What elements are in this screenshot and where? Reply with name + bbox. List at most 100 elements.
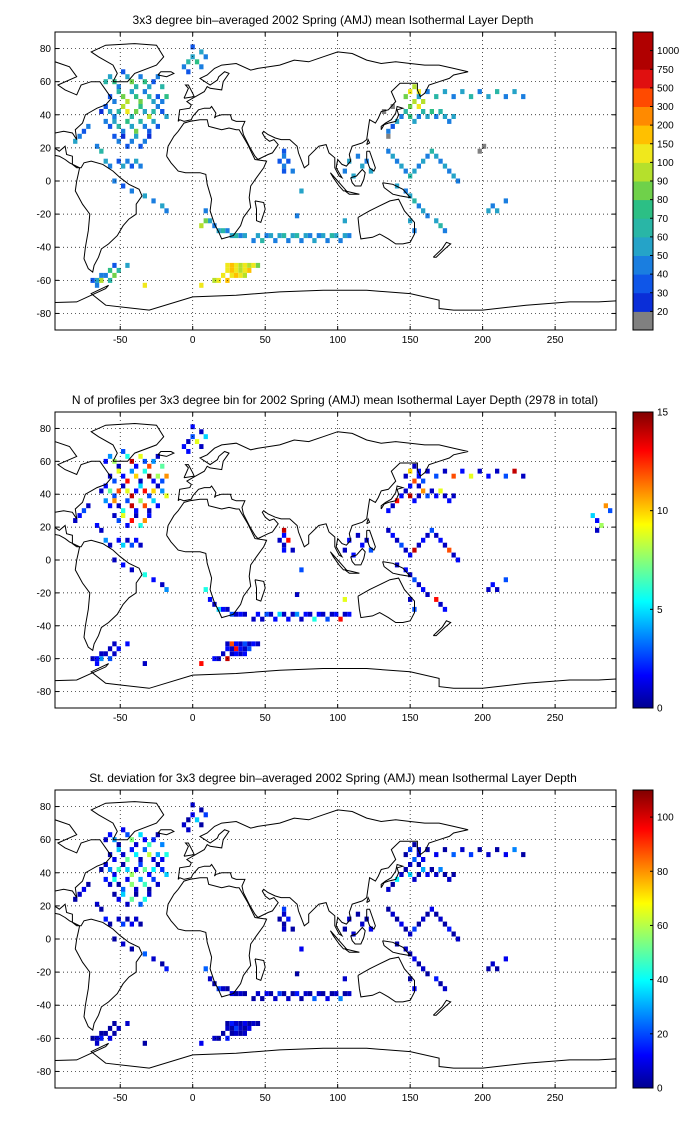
data-cell (155, 74, 160, 80)
data-cell (116, 503, 121, 509)
data-cell (390, 911, 395, 917)
colorbar-tick-label: 40 (657, 975, 669, 986)
data-cell (138, 104, 143, 109)
data-cell (421, 478, 426, 484)
data-cell (129, 163, 134, 169)
data-cell (107, 1025, 113, 1031)
data-cell (312, 996, 317, 1002)
data-cell (90, 277, 95, 283)
data-cell (134, 852, 139, 858)
data-cell (147, 891, 152, 897)
data-cell (286, 996, 291, 1002)
data-cell (147, 886, 152, 892)
data-cell (247, 1025, 252, 1031)
data-cell (268, 233, 274, 239)
data-cell (338, 238, 343, 244)
data-cell (138, 478, 143, 484)
data-cell (94, 661, 100, 666)
data-cell (138, 143, 143, 149)
data-cell (81, 508, 87, 514)
y-tick-label: -20 (37, 968, 52, 979)
data-cell (155, 94, 160, 100)
data-cell (155, 503, 160, 509)
data-cell (447, 876, 452, 882)
coastline-segment (157, 451, 176, 457)
data-cell (347, 916, 352, 922)
data-cell (486, 587, 491, 592)
y-tick-label: 0 (45, 556, 51, 567)
data-cell (442, 847, 448, 853)
data-cell (412, 478, 417, 484)
data-cell (277, 991, 282, 997)
data-cell (312, 616, 317, 622)
data-cell (134, 94, 139, 100)
data-cell (121, 562, 126, 568)
colorbar-tick-label: 80 (657, 195, 669, 206)
data-cell (90, 1035, 95, 1041)
data-cell (164, 114, 169, 119)
y-tick-label: 60 (40, 457, 52, 468)
data-cell (103, 876, 108, 882)
data-cell (160, 99, 165, 104)
data-cell (234, 991, 239, 997)
data-cell (390, 503, 395, 509)
y-tick-label: 40 (40, 490, 52, 501)
data-cell (408, 552, 413, 558)
data-cell (451, 872, 456, 877)
data-cell (160, 84, 165, 90)
data-cell (334, 991, 339, 997)
data-cell (438, 488, 443, 494)
data-cell (125, 901, 130, 907)
data-cell (238, 1025, 243, 1031)
data-cell (403, 94, 408, 100)
data-cell (94, 901, 100, 907)
data-cell (138, 453, 143, 459)
y-tick-label: -80 (37, 309, 52, 320)
data-cell (408, 493, 413, 499)
data-cell (112, 114, 117, 119)
data-cell (199, 1040, 204, 1046)
y-tick-label: -40 (37, 243, 52, 254)
y-tick-label: -60 (37, 654, 52, 665)
data-cell (116, 518, 121, 523)
coastline-segment (166, 498, 268, 619)
colorbar-segment (633, 162, 653, 182)
data-cell (442, 986, 448, 992)
data-cell (390, 104, 395, 109)
data-cell (103, 118, 108, 124)
data-cell (416, 104, 421, 109)
data-cell (121, 133, 126, 139)
colorbar-tick-label: 80 (657, 867, 669, 878)
coastline-segment (177, 809, 469, 938)
data-cell (460, 468, 465, 474)
data-cell (286, 616, 291, 622)
data-cell (486, 94, 491, 100)
data-cell (308, 991, 313, 997)
data-cell (199, 282, 204, 288)
data-cell (268, 991, 274, 997)
data-cell (255, 1021, 261, 1026)
colorbar-tick-label: 70 (657, 214, 669, 225)
data-cell (242, 1021, 247, 1026)
data-cell (334, 233, 339, 239)
data-cell (86, 123, 91, 129)
data-cell (164, 94, 169, 100)
data-cell (290, 926, 295, 932)
data-cell (247, 262, 252, 268)
data-cell (147, 508, 152, 514)
data-cell (299, 188, 304, 194)
panel-profile-count: N of profiles per 3x3 degree bin for 200… (37, 393, 669, 724)
coastline (55, 43, 616, 311)
data-cell (290, 991, 295, 997)
data-cell (421, 208, 426, 214)
data-cell (147, 133, 152, 139)
data-cell (186, 59, 191, 65)
colorbar-tick-label: 60 (657, 232, 669, 243)
data-cell (386, 886, 391, 892)
data-cell (186, 69, 191, 75)
data-cell (121, 163, 126, 169)
data-cell (151, 109, 156, 114)
data-cell (403, 946, 408, 952)
colorbar-tick-label: 15 (657, 408, 669, 419)
data-cell (368, 547, 374, 553)
